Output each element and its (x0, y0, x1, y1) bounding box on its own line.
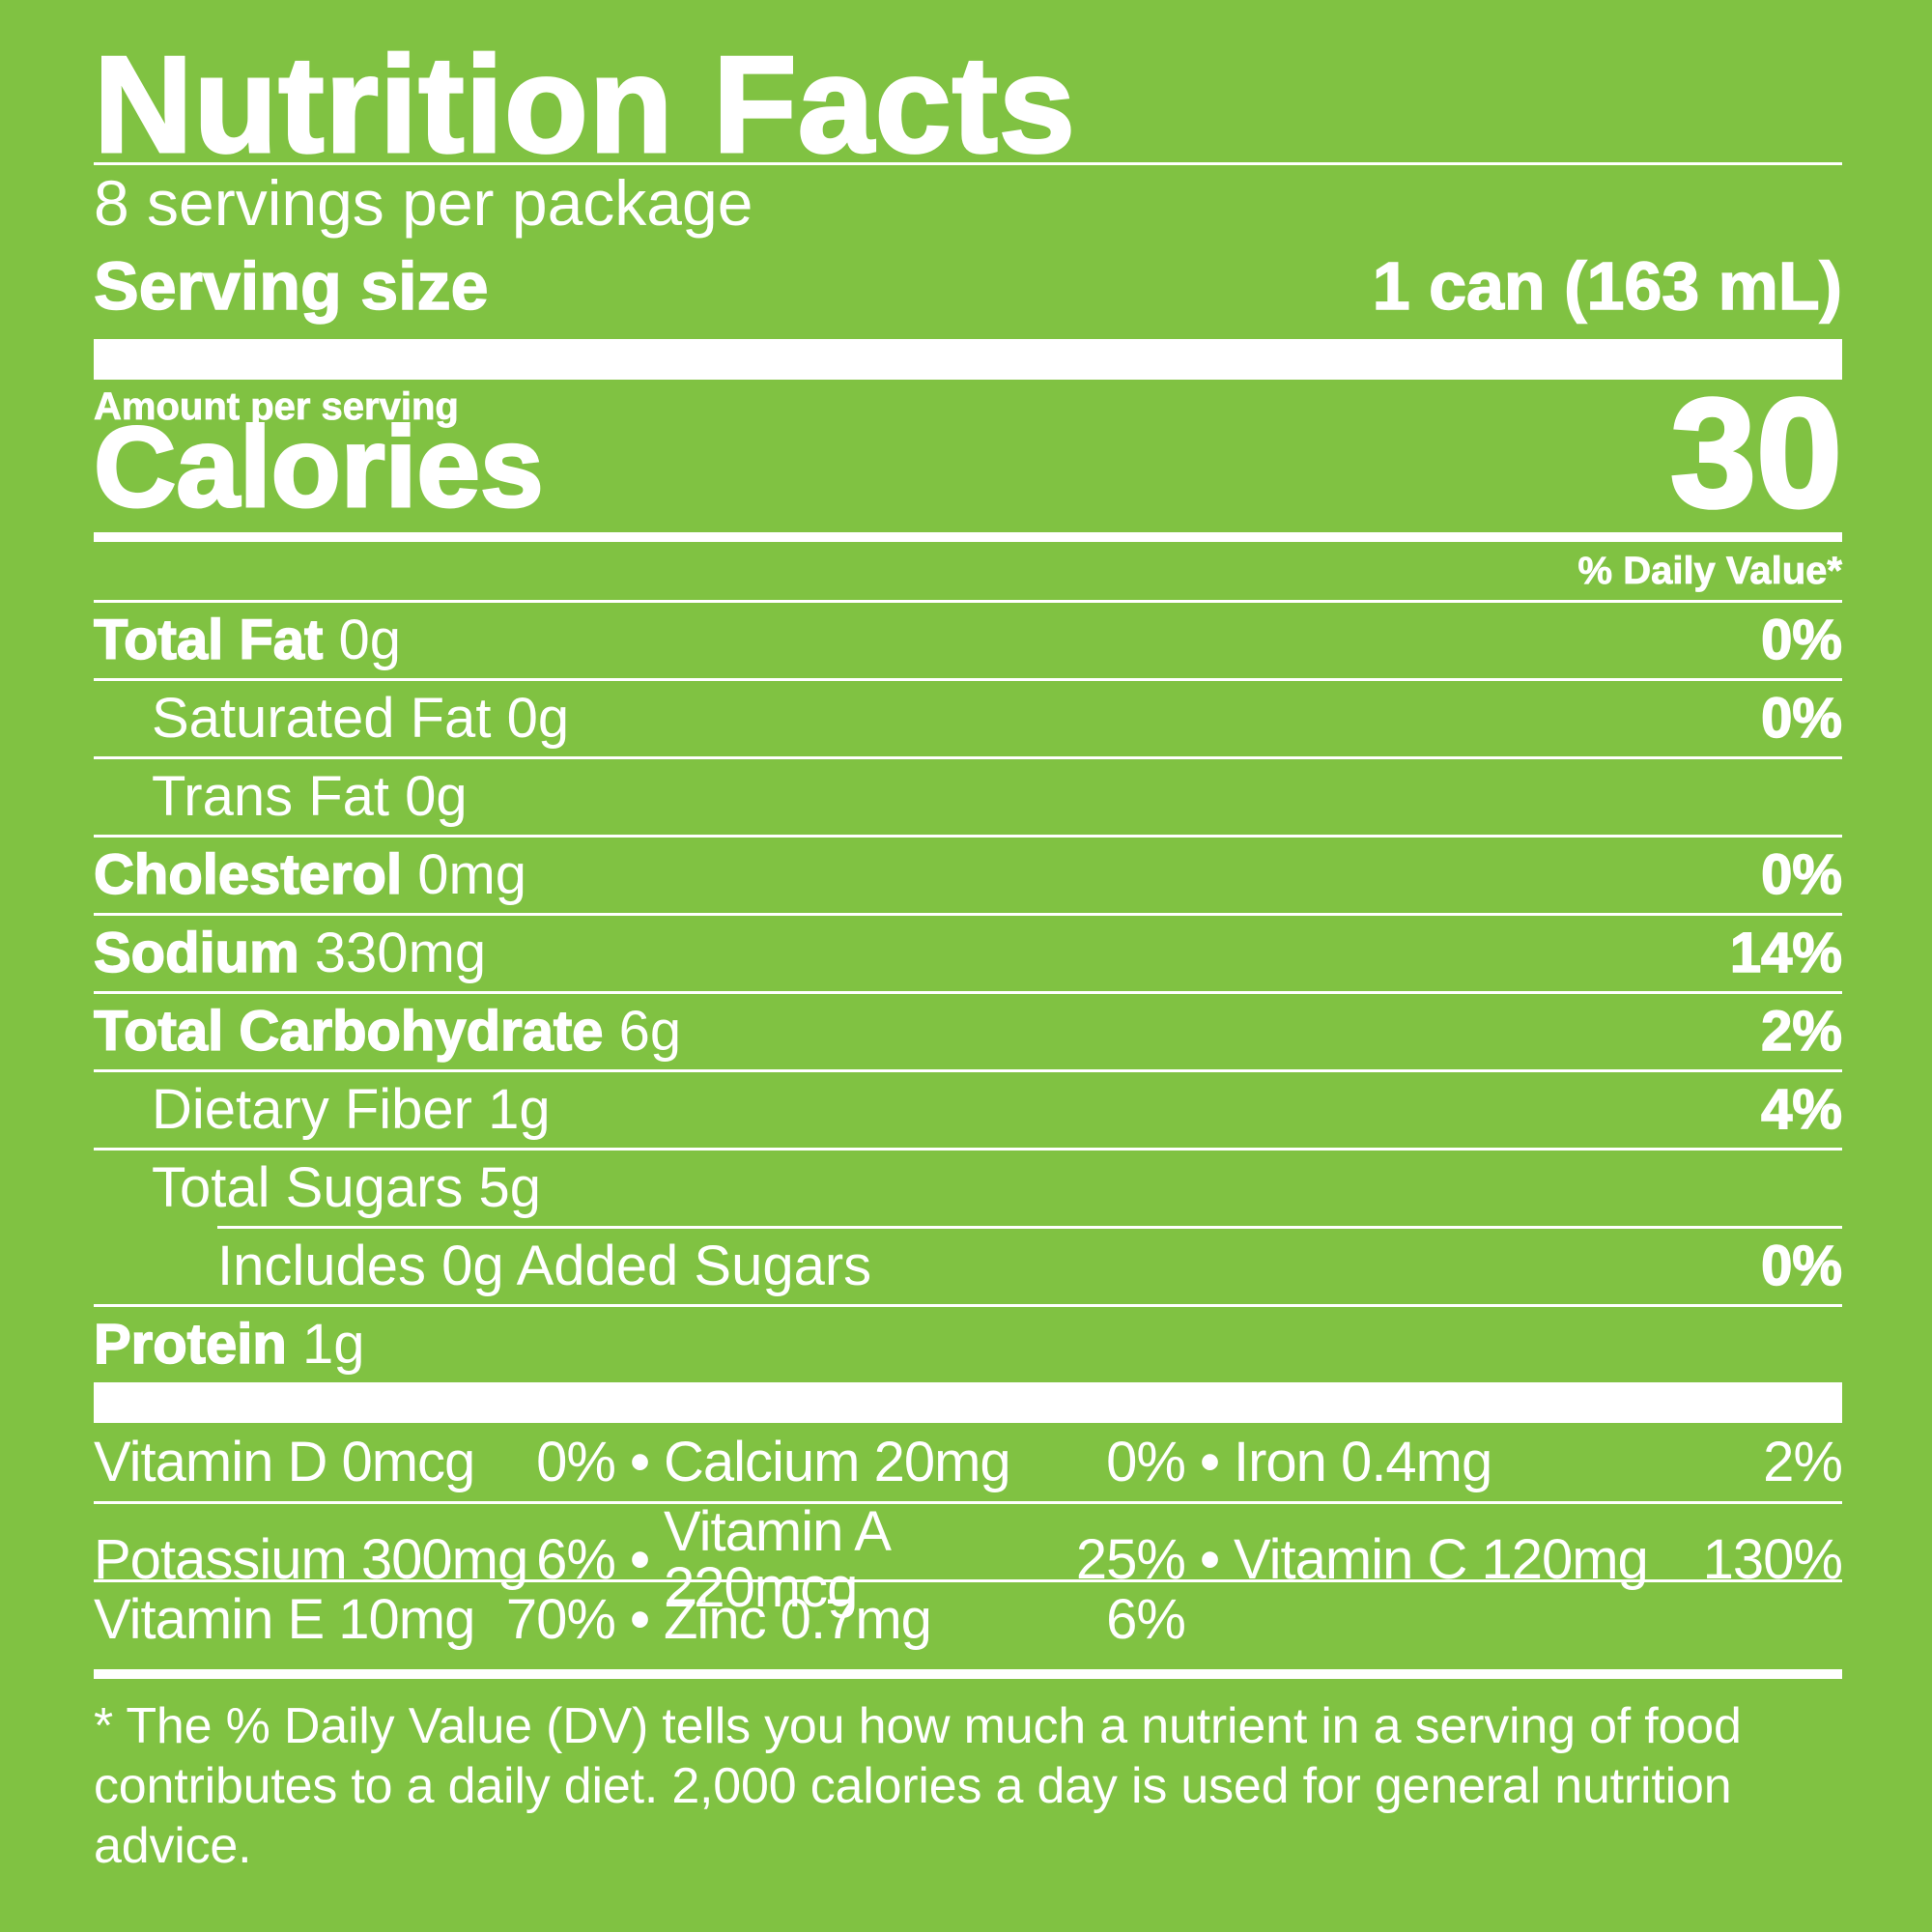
nutrient-row-total-fat: Total Fat 0g 0% (93, 600, 1843, 678)
footnote-divider (94, 1669, 1842, 1679)
daily-value-header: % Daily Value* (1577, 550, 1842, 593)
vitamin-dv: 130% (1702, 1528, 1843, 1591)
nutrient-amount: 0mg (417, 843, 527, 906)
nutrient-row-dietary-fiber: Dietary Fiber 1g 4% (94, 1069, 1843, 1148)
nutrient-amount: 6g (618, 1000, 682, 1063)
nutrient-name: Sodium (93, 922, 299, 984)
bullet-separator: • (630, 1528, 649, 1591)
nutrient-dv: 4% (1760, 1078, 1842, 1141)
vitamin-row: Vitamin D 0mcg 0% • Calcium 20mg 0% • Ir… (94, 1423, 1843, 1501)
nutrient-name: Includes 0g Added Sugars (217, 1235, 872, 1297)
vitamin-dv: 2% (1763, 1430, 1843, 1493)
bullet-separator: • (1200, 1528, 1219, 1591)
nutrient-row-sodium: Sodium 330mg 14% (93, 913, 1843, 991)
bullet-separator: • (1200, 1430, 1219, 1493)
vitamin-dv: 25% (1075, 1528, 1186, 1591)
nutrient-amount: 0g (338, 609, 401, 671)
title-divider (94, 162, 1842, 165)
serving-size-label: Serving size (93, 248, 489, 324)
nutrient-amount: 0g (405, 765, 468, 828)
vitamin-dv: 0% (536, 1430, 616, 1493)
nutrient-amount: 5g (478, 1156, 542, 1219)
vitamin-cell: Iron 0.4mg 2% (1234, 1430, 1843, 1493)
vitamin-name: Iron 0.4mg (1234, 1430, 1492, 1493)
nutrition-facts-title: Nutrition Facts (93, 28, 1077, 182)
vitamins-divider (94, 1382, 1842, 1423)
nutrient-name: Dietary Fiber (152, 1078, 472, 1141)
footnote: * The % Daily Value (DV) tells you how m… (94, 1679, 1842, 1876)
nutrient-amount: 1g (301, 1313, 365, 1376)
nutrient-name: Total Sugars (152, 1156, 464, 1219)
nutrient-name: Cholesterol (93, 843, 403, 906)
serving-size-value: 1 can (163 mL) (1372, 248, 1843, 324)
vitamin-name: Calcium 20mg (664, 1430, 1011, 1493)
vitamin-name: Vitamin D 0mcg (94, 1430, 475, 1493)
nutrient-amount: 1g (488, 1078, 551, 1141)
nutrient-dv: 2% (1760, 1000, 1842, 1063)
vitamin-name: Vitamin E 10mg (94, 1588, 475, 1651)
nutrient-name: Protein (93, 1313, 287, 1376)
nutrient-dv: 0% (1760, 609, 1842, 671)
nutrient-dv: 0% (1760, 1235, 1842, 1297)
vitamin-cell: Zinc 0.7mg 6% (664, 1588, 1186, 1651)
amount-per-serving: Amount per serving (94, 385, 460, 428)
vitamin-dv: 6% (536, 1528, 616, 1591)
vitamin-name: Vitamin A 220mcg (664, 1500, 889, 1619)
vitamin-row: Vitamin E 10mg 70% • Zinc 0.7mg 6% (94, 1579, 1842, 1658)
nutrition-facts-panel: Nutrition Facts 8 servings per package S… (93, 28, 1844, 1876)
vitamin-name: Zinc 0.7mg (664, 1588, 932, 1651)
calories-label: Calories (93, 404, 546, 531)
nutrient-name: Total Carbohydrate (93, 1000, 604, 1063)
vitamin-name: Vitamin C 120mg (1234, 1528, 1649, 1591)
nutrient-row-protein: Protein 1g (93, 1304, 1842, 1382)
footnote-line: * The % Daily Value (DV) tells you how m… (94, 1698, 1742, 1754)
nutrient-amount: 330mg (314, 922, 487, 984)
nutrient-name: Saturated Fat (152, 687, 492, 750)
vitamin-dv: 6% (1106, 1588, 1186, 1651)
vitamin-cell: Calcium 20mg 0% (664, 1430, 1186, 1493)
vitamin-cell: Vitamin D 0mcg 0% (94, 1430, 616, 1493)
vitamin-cell: Vitamin E 10mg 70% (94, 1588, 616, 1651)
vitamin-row: Potassium 300mg 6% • Vitamin A 220mcg 25… (94, 1501, 1843, 1616)
vitamin-cell: Potassium 300mg 6% (94, 1528, 616, 1591)
nutrient-row-saturated-fat: Saturated Fat 0g 0% (94, 678, 1843, 756)
serving-size-row: Serving size 1 can (163 mL) (93, 241, 1843, 324)
vitamin-dv: 70% (505, 1588, 616, 1651)
nutrient-name: Total Fat (93, 609, 324, 671)
nutrient-amount: 0g (506, 687, 570, 750)
nutrient-row-trans-fat: Trans Fat 0g (94, 756, 1842, 835)
bullet-separator: • (630, 1430, 649, 1493)
nutrient-row-added-sugars: Includes 0g Added Sugars 0% (217, 1226, 1843, 1304)
calories-value: 30 (1668, 366, 1844, 539)
vitamin-cell: Vitamin A 220mcg 25% (664, 1500, 1186, 1619)
vitamin-cell: Vitamin C 120mg 130% (1234, 1528, 1843, 1591)
calories-divider (94, 532, 1842, 542)
nutrient-row-total-sugars: Total Sugars 5g (94, 1148, 1842, 1226)
nutrient-dv: 0% (1760, 843, 1842, 906)
vitamin-dv: 0% (1106, 1430, 1186, 1493)
vitamin-name: Potassium 300mg (94, 1528, 528, 1591)
nutrient-dv: 0% (1760, 687, 1842, 750)
bullet-separator: • (630, 1588, 649, 1651)
nutrient-dv: 14% (1729, 922, 1843, 984)
calories-row: Calories 30 (93, 374, 1844, 532)
nutrient-name: Trans Fat (152, 765, 390, 828)
servings-per-package: 8 servings per package (94, 167, 753, 239)
footnote-line: contributes to a daily diet. 2,000 calor… (94, 1758, 1732, 1874)
nutrient-row-total-carbohydrate: Total Carbohydrate 6g 2% (93, 991, 1843, 1069)
serving-divider (94, 339, 1842, 380)
nutrient-row-cholesterol: Cholesterol 0mg 0% (93, 835, 1843, 913)
